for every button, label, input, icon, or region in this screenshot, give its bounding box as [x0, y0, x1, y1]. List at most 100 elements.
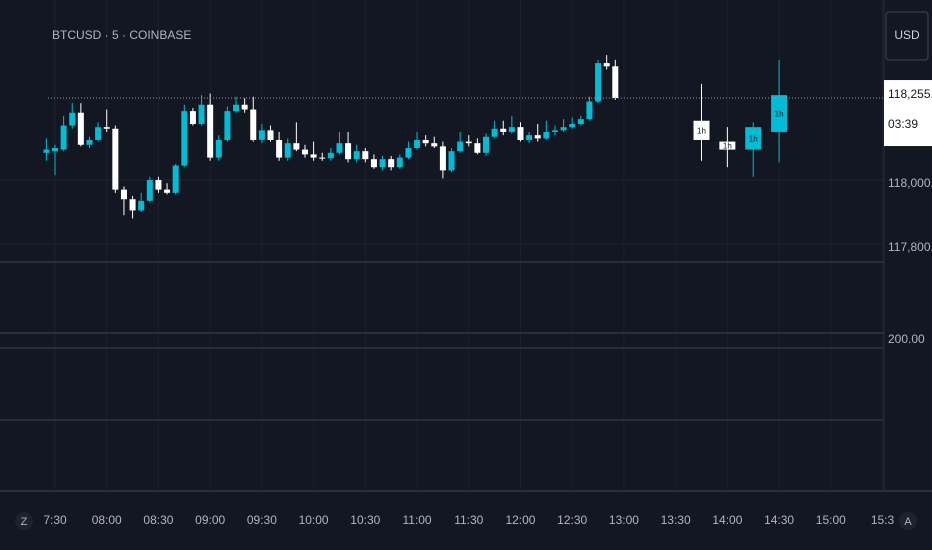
candle-body — [95, 127, 102, 140]
candle-body — [771, 95, 788, 132]
candle-body — [164, 189, 171, 193]
x-tick-label: 14:30 — [764, 513, 794, 527]
candle-body — [543, 131, 550, 139]
candle-body — [69, 112, 76, 126]
zoom-button[interactable] — [15, 512, 33, 530]
candle-body — [560, 127, 567, 131]
candle-body — [595, 63, 602, 102]
candle-body — [448, 151, 455, 171]
candle-body — [138, 200, 145, 211]
candle-body — [526, 135, 533, 140]
candle-body — [86, 139, 93, 145]
candle-body — [396, 157, 403, 168]
candle-body — [155, 180, 162, 190]
auto-button[interactable] — [899, 512, 917, 530]
candle-body — [52, 147, 58, 152]
candle-body — [43, 149, 50, 153]
zoom-button-label: Z — [21, 516, 28, 528]
x-tick-label: 08:30 — [143, 513, 173, 527]
x-tick-label: 11:00 — [402, 513, 431, 527]
candle-body — [284, 143, 291, 158]
x-tick-label: 15:00 — [816, 513, 846, 527]
candle-body — [362, 151, 369, 160]
x-tick-label: 11:30 — [454, 513, 483, 527]
candle-body — [189, 111, 196, 124]
y-tick-label: 117,800.00 — [888, 240, 932, 254]
candle-body — [198, 104, 205, 124]
x-tick-label: 09:30 — [247, 513, 277, 527]
candle-body — [569, 123, 576, 128]
candle-body — [336, 143, 343, 153]
x-tick-label: 09:00 — [195, 513, 225, 527]
candle-body — [345, 143, 352, 160]
candle-body — [500, 128, 507, 132]
candle-body — [612, 66, 619, 99]
candle-body — [129, 199, 136, 211]
last-price-box — [884, 80, 932, 147]
candle-body — [112, 128, 119, 190]
candle-body — [719, 141, 736, 150]
candle-body — [146, 180, 153, 201]
candle-body — [120, 189, 127, 200]
candle-body — [693, 120, 710, 140]
candle-body — [241, 104, 248, 110]
x-tick-label: 10:30 — [350, 513, 380, 527]
lower-pane-tick-label: 200.00 — [888, 332, 925, 346]
candle-body — [301, 149, 308, 155]
x-tick-label: 14:00 — [712, 513, 742, 527]
candle-body — [233, 104, 240, 112]
x-tick-label: 13:00 — [609, 513, 639, 527]
x-tick-label: 15:3 — [871, 513, 895, 527]
candle-body — [405, 147, 412, 158]
candle-body — [483, 136, 489, 153]
last-price-label: 118,255.88 — [888, 87, 932, 101]
candle-interval-label: 1h — [723, 142, 732, 151]
candle-body — [474, 143, 481, 153]
x-tick-label: 10:00 — [299, 513, 329, 527]
countdown-label: 03:39 — [888, 117, 918, 131]
candle-interval-label: 1h — [775, 110, 784, 119]
candle-body — [215, 139, 222, 158]
candle-body — [103, 127, 110, 129]
candle-interval-label: 1h — [697, 126, 706, 135]
candle-body — [457, 141, 464, 152]
candle-body — [250, 109, 257, 140]
candle-body — [517, 127, 524, 140]
candle-body — [224, 111, 231, 140]
candle-body — [181, 111, 188, 166]
y-tick-label: 118,000.00 — [888, 176, 932, 190]
candle-body — [431, 143, 438, 147]
candle-body — [745, 127, 762, 150]
candle-body — [258, 130, 265, 140]
candle-body — [310, 154, 317, 158]
candle-body — [267, 130, 274, 140]
candle-body — [577, 119, 584, 124]
candle-body — [465, 141, 472, 144]
candle-body — [491, 128, 498, 137]
x-tick-label: 7:30 — [43, 513, 67, 527]
candle-body — [388, 159, 395, 168]
candle-body — [586, 101, 593, 120]
candle-body — [77, 112, 84, 145]
currency-button[interactable] — [885, 11, 929, 61]
candle-body — [172, 165, 179, 193]
candle-body — [603, 63, 610, 67]
symbol-title: BTCUSD · 5 · COINBASE — [52, 28, 191, 42]
candle-body — [319, 157, 326, 159]
candle-body — [551, 130, 558, 132]
candle-interval-label: 1h — [749, 134, 758, 143]
x-tick-label: 12:30 — [557, 513, 587, 527]
x-tick-label: 13:30 — [661, 513, 691, 527]
auto-button-label: A — [904, 516, 912, 528]
candle-body — [414, 139, 421, 148]
x-tick-label: 12:00 — [505, 513, 535, 527]
candle-body — [439, 146, 446, 171]
candle-body — [327, 152, 334, 159]
currency-label: USD — [894, 28, 920, 42]
candle-body — [207, 104, 214, 158]
candle-body — [293, 143, 300, 150]
candle-body — [60, 125, 67, 150]
